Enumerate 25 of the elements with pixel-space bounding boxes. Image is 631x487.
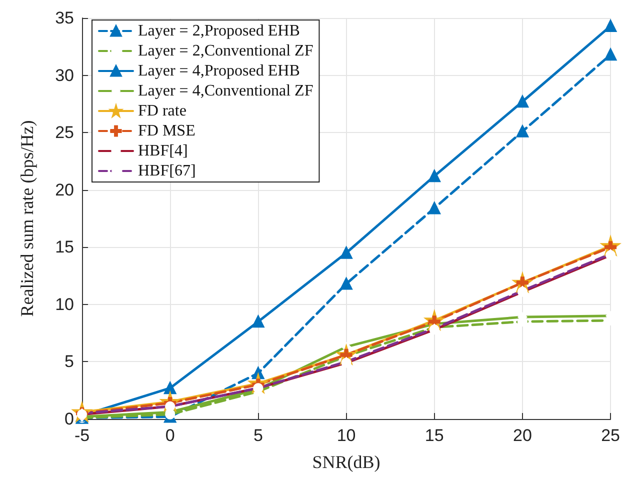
x-tick-label: 5 bbox=[253, 426, 263, 445]
x-tick-label: 10 bbox=[336, 426, 356, 445]
legend-label: Layer = 2,Proposed EHB bbox=[138, 22, 300, 40]
y-tick-label: 30 bbox=[55, 66, 74, 85]
legend-label: HBF[67] bbox=[138, 162, 196, 180]
legend-label: Layer = 4,Proposed EHB bbox=[138, 62, 300, 80]
x-tick-label: 20 bbox=[512, 426, 532, 445]
y-tick-label: 0 bbox=[64, 410, 74, 428]
y-tick-label: 10 bbox=[55, 294, 74, 314]
legend-label: Layer = 4,Conventional ZF bbox=[138, 82, 314, 100]
x-tick-label: 0 bbox=[165, 426, 175, 445]
x-tick-label: 25 bbox=[601, 426, 620, 445]
y-tick-label: 5 bbox=[64, 352, 74, 372]
legend-label: FD rate bbox=[138, 102, 186, 120]
y-tick-label: 35 bbox=[55, 8, 74, 28]
y-tick-label: 15 bbox=[55, 238, 74, 257]
legend-label: FD MSE bbox=[138, 122, 196, 140]
x-axis-title: SNR(dB) bbox=[312, 452, 380, 472]
legend-label: HBF[4] bbox=[138, 142, 188, 160]
x-tick-label: -5 bbox=[74, 426, 90, 445]
y-tick-label: 25 bbox=[55, 123, 74, 142]
y-tick-label: 20 bbox=[55, 180, 74, 200]
legend-label: Layer = 2,Conventional ZF bbox=[138, 42, 314, 60]
y-axis-title: Realized sum rate (bps/Hz) bbox=[17, 120, 37, 317]
x-tick-label: 15 bbox=[424, 426, 444, 445]
